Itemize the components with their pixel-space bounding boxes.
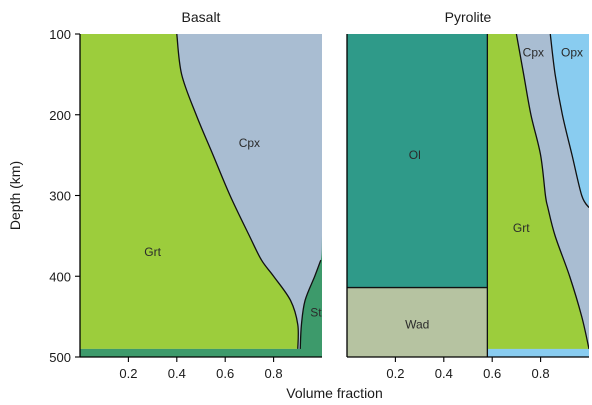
y-tick-label: 400 [49, 269, 71, 284]
x-tick-label: 0.6 [216, 366, 234, 381]
boundary-grt-cpx [515, 34, 589, 350]
x-tick-label: 0.8 [532, 366, 550, 381]
phase-area-grt [80, 34, 299, 349]
phase-area-grt [487, 34, 589, 349]
x-tick-label: 0.2 [386, 366, 404, 381]
x-tick-label: 0.6 [483, 366, 501, 381]
phase-label-grt: Grt [144, 245, 161, 259]
x-tick-label: 0.4 [435, 366, 453, 381]
x-axis-label: Volume fraction [286, 385, 383, 401]
phase-label-grt: Grt [513, 221, 530, 235]
y-tick-label: 300 [49, 189, 71, 204]
pyrolite-panel: 0.2 0.4 0.6 0.8 Ol Wad Grt Cpx Opx [346, 34, 589, 381]
phase-area-wad [347, 287, 488, 357]
phase-label-wad: Wad [405, 318, 429, 332]
y-tick-label: 200 [49, 108, 71, 123]
phase-label-opx: Opx [561, 46, 583, 60]
y-tick-label: 500 [49, 350, 71, 365]
pyrolite-title: Pyrolite [445, 9, 492, 25]
boundary-grt-cpx [176, 34, 299, 349]
phase-label-cpx: Cpx [239, 136, 260, 150]
basalt-panel: 0.2 0.4 0.6 0.8 100 200 300 400 500 Grt Cpx St [49, 27, 322, 381]
phase-label-cpx: Cpx [523, 46, 544, 60]
phase-areas [347, 34, 589, 357]
boundary-cpx-st [299, 259, 322, 349]
x-tick-label: 0.8 [265, 366, 283, 381]
y-tick-label: 100 [49, 27, 71, 42]
phase-label-st: St [310, 306, 322, 320]
boundary-cpx-opx [549, 34, 589, 208]
x-tick-label: 0.4 [168, 366, 186, 381]
x-tick-label: 0.2 [119, 366, 137, 381]
phase-area-ol [347, 34, 488, 288]
phase-label-ol: Ol [409, 148, 421, 162]
y-axis-label: Depth (km) [7, 161, 23, 230]
phase-areas [80, 34, 322, 357]
basalt-title: Basalt [182, 9, 221, 25]
